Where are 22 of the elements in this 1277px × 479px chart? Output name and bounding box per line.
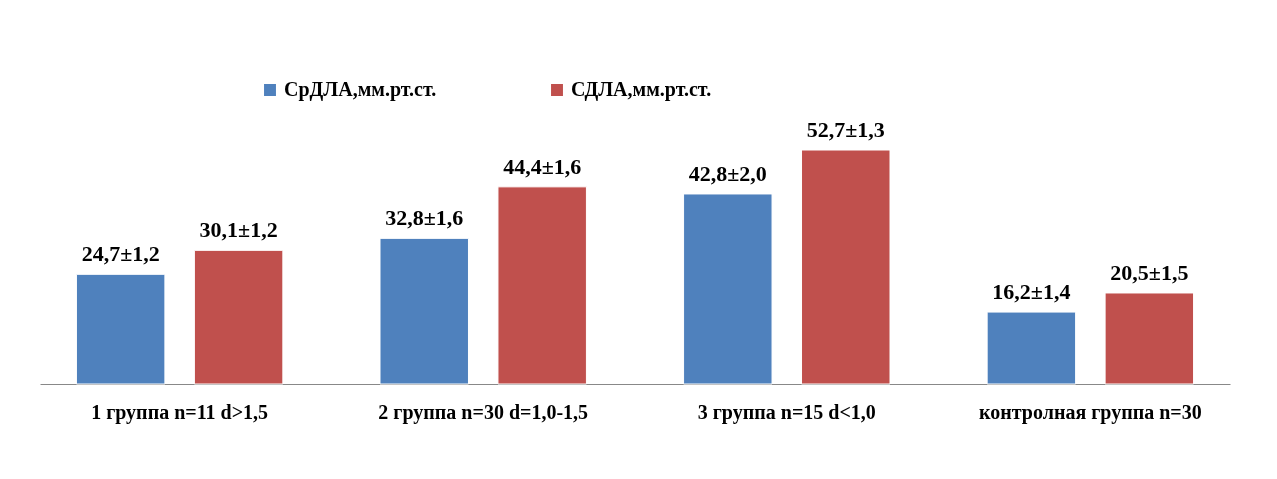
legend-label: СрДЛА,мм.рт.ст.	[284, 78, 437, 101]
bar	[801, 149, 891, 385]
bar	[75, 273, 166, 385]
data-label: 32,8±1,6	[385, 205, 464, 231]
data-label: 16,2±1,4	[992, 279, 1071, 305]
x-tick-label: 3 группа n=15 d<1,0	[697, 400, 876, 424]
data-label: 24,7±1,2	[81, 241, 160, 267]
bar	[379, 237, 469, 385]
x-tick-label: контролная группа n=30	[978, 400, 1202, 424]
bar	[1104, 292, 1195, 385]
legend-label: СДЛА,мм.рт.ст.	[571, 78, 712, 101]
data-label: 30,1±1,2	[199, 217, 278, 243]
bar	[683, 193, 773, 385]
data-label: 20,5±1,5	[1110, 259, 1189, 285]
bar	[497, 186, 587, 385]
bar	[986, 311, 1077, 385]
data-label: 42,8±2,0	[688, 160, 767, 186]
data-label: 44,4±1,6	[503, 153, 582, 179]
x-tick-label: 2 группа n=30 d=1,0-1,5	[378, 400, 589, 424]
bar	[193, 249, 284, 385]
x-tick-label: 1 группа n=11 d>1,5	[91, 400, 269, 424]
data-label: 52,7±1,3	[806, 117, 885, 142]
